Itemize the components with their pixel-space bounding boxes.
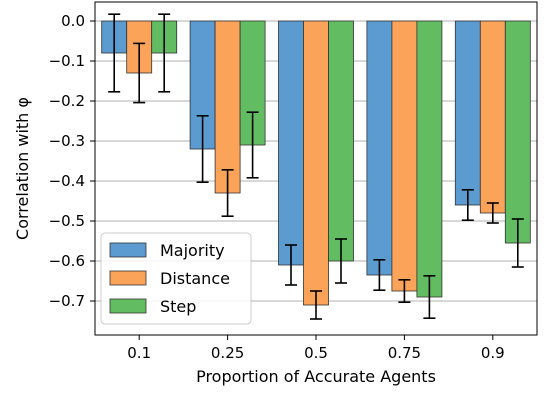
y-tick-label: −0.5: [49, 212, 85, 230]
legend-label: Distance: [160, 269, 230, 288]
y-axis-label: Correlation with φ: [13, 97, 32, 240]
y-tick-label: −0.7: [49, 292, 85, 310]
legend-swatch: [110, 299, 146, 313]
x-tick-label: 0.25: [211, 344, 244, 362]
legend: Majority Distance Step: [101, 233, 251, 324]
bar: [304, 21, 329, 305]
legend-swatch: [110, 243, 146, 257]
y-tick-label: −0.1: [49, 52, 85, 70]
y-tick-label: 0.0: [61, 12, 85, 30]
bar: [417, 21, 442, 297]
x-tick-label: 0.1: [127, 344, 151, 362]
x-ticks: 0.1 0.25 0.5 0.75 0.9: [127, 335, 504, 362]
x-axis-label: Proportion of Accurate Agents: [196, 367, 436, 386]
legend-swatch: [110, 271, 146, 285]
x-tick-label: 0.75: [388, 344, 421, 362]
bar: [455, 21, 480, 205]
y-tick-label: −0.6: [49, 252, 85, 270]
y-tick-label: −0.2: [49, 92, 85, 110]
y-tick-label: −0.4: [49, 172, 85, 190]
legend-label: Majority: [160, 241, 225, 260]
y-ticks: 0.0 −0.1 −0.2 −0.3 −0.4 −0.5 −0.6 −0.7: [49, 12, 95, 310]
bar: [505, 21, 530, 243]
bar: [279, 21, 304, 265]
bar: [392, 21, 417, 291]
bar: [215, 21, 240, 193]
bar: [329, 21, 354, 261]
y-tick-label: −0.3: [49, 132, 85, 150]
x-tick-label: 0.5: [304, 344, 328, 362]
bar: [480, 21, 505, 213]
bar: [367, 21, 392, 275]
legend-label: Step: [160, 297, 196, 316]
x-tick-label: 0.9: [481, 344, 505, 362]
